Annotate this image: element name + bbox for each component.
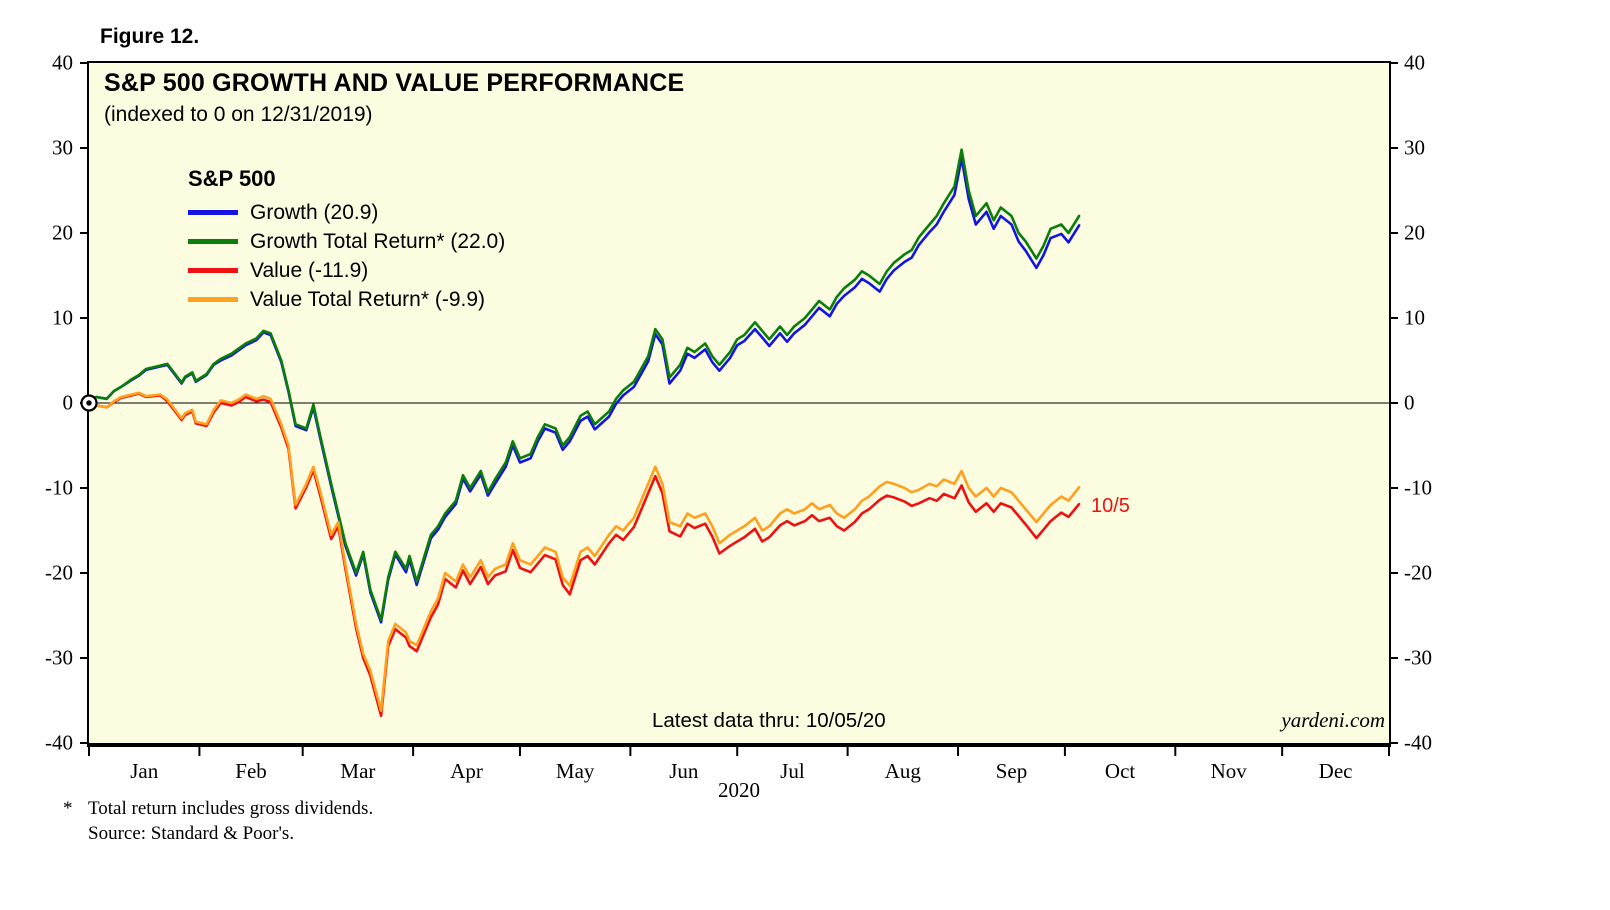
legend-line-swatch-growth-total-return [188, 239, 238, 244]
x-axis-month-label: Jul [780, 759, 805, 783]
y-axis-label-right: -40 [1404, 730, 1432, 755]
legend-entry-value: Value (-11.9) [188, 256, 505, 285]
y-axis-label-right: 20 [1404, 220, 1425, 245]
y-axis-label-right: -20 [1404, 560, 1432, 585]
figure-number-label: Figure 12. [100, 25, 200, 48]
y-axis-label-right: 40 [1404, 50, 1425, 75]
y-axis-label-left: 40 [52, 50, 73, 75]
origin-marker-dot [86, 400, 92, 406]
footnote-source: Source: Standard & Poor's. [88, 823, 295, 844]
legend: S&P 500 Growth (20.9) Growth Total Retur… [188, 166, 505, 314]
legend-line-swatch-value-total-return [188, 297, 238, 302]
footnotes: * Total return includes gross dividends.… [63, 798, 373, 845]
legend-label-growth-total-return: Growth Total Return* (22.0) [250, 229, 506, 253]
x-axis-month-label: Aug [884, 759, 921, 783]
y-axis-label-left: 30 [52, 135, 73, 160]
x-axis-month-label: Apr [450, 759, 483, 783]
x-axis-month-label: Dec [1318, 759, 1353, 783]
chart-subtitle: (indexed to 0 on 12/31/2019) [104, 103, 373, 126]
series-line-growth [87, 156, 1081, 624]
legend-label-growth: Growth (20.9) [250, 200, 379, 224]
legend-entry-value-total-return: Value Total Return* (-9.9) [188, 285, 505, 314]
x-axis-month-label: Sep [995, 759, 1028, 783]
legend-heading: S&P 500 [188, 166, 276, 191]
y-axis-label-left: 10 [52, 305, 73, 330]
series-line-value-total-return [87, 391, 1081, 713]
legend-line-swatch-value [188, 268, 238, 273]
y-axis-label-left: 20 [52, 220, 73, 245]
y-axis-label-right: 10 [1404, 305, 1425, 330]
series-line-value [87, 392, 1081, 718]
x-axis-month-label: Jun [669, 759, 699, 783]
x-axis-month-label: Feb [235, 759, 267, 783]
y-axis-label-left: -30 [45, 645, 73, 670]
annotation-last-date: 10/5 [1091, 495, 1130, 517]
y-axis-label-left: 0 [62, 390, 74, 415]
legend-label-value: Value (-11.9) [250, 258, 369, 282]
x-axis-month-label: Oct [1104, 759, 1136, 783]
legend-entry-growth: Growth (20.9) [188, 198, 505, 227]
x-axis-month-label: May [555, 759, 595, 783]
latest-data-note: Latest data thru: 10/05/20 [652, 709, 886, 732]
yardeni-watermark: yardeni.com [1281, 708, 1385, 732]
y-axis-label-left: -10 [45, 475, 73, 500]
y-axis-label-left: -40 [45, 730, 73, 755]
chart-title: S&P 500 GROWTH AND VALUE PERFORMANCE [104, 69, 685, 97]
x-axis-year-label: 2020 [718, 778, 760, 802]
footnote-total-return-text: Total return includes gross dividends. [88, 798, 374, 819]
legend-label-value-total-return: Value Total Return* (-9.9) [250, 287, 486, 311]
footnote-total-return: * Total return includes gross dividends. [63, 798, 373, 820]
y-axis-label-right: 30 [1404, 135, 1425, 160]
y-axis-label-left: -20 [45, 560, 73, 585]
y-axis-label-right: 0 [1404, 390, 1415, 415]
series-line-growth-total-return [87, 148, 1081, 622]
legend-entry-growth-total-return: Growth Total Return* (22.0) [188, 227, 505, 256]
y-axis-label-right: -30 [1404, 645, 1432, 670]
footnote-asterisk: * [63, 798, 73, 819]
x-axis-month-label: Jan [130, 759, 159, 783]
x-axis-month-label: Mar [340, 759, 376, 783]
y-axis-label-right: -10 [1404, 475, 1432, 500]
legend-line-swatch-growth [188, 210, 238, 215]
x-axis-month-label: Nov [1210, 759, 1247, 783]
